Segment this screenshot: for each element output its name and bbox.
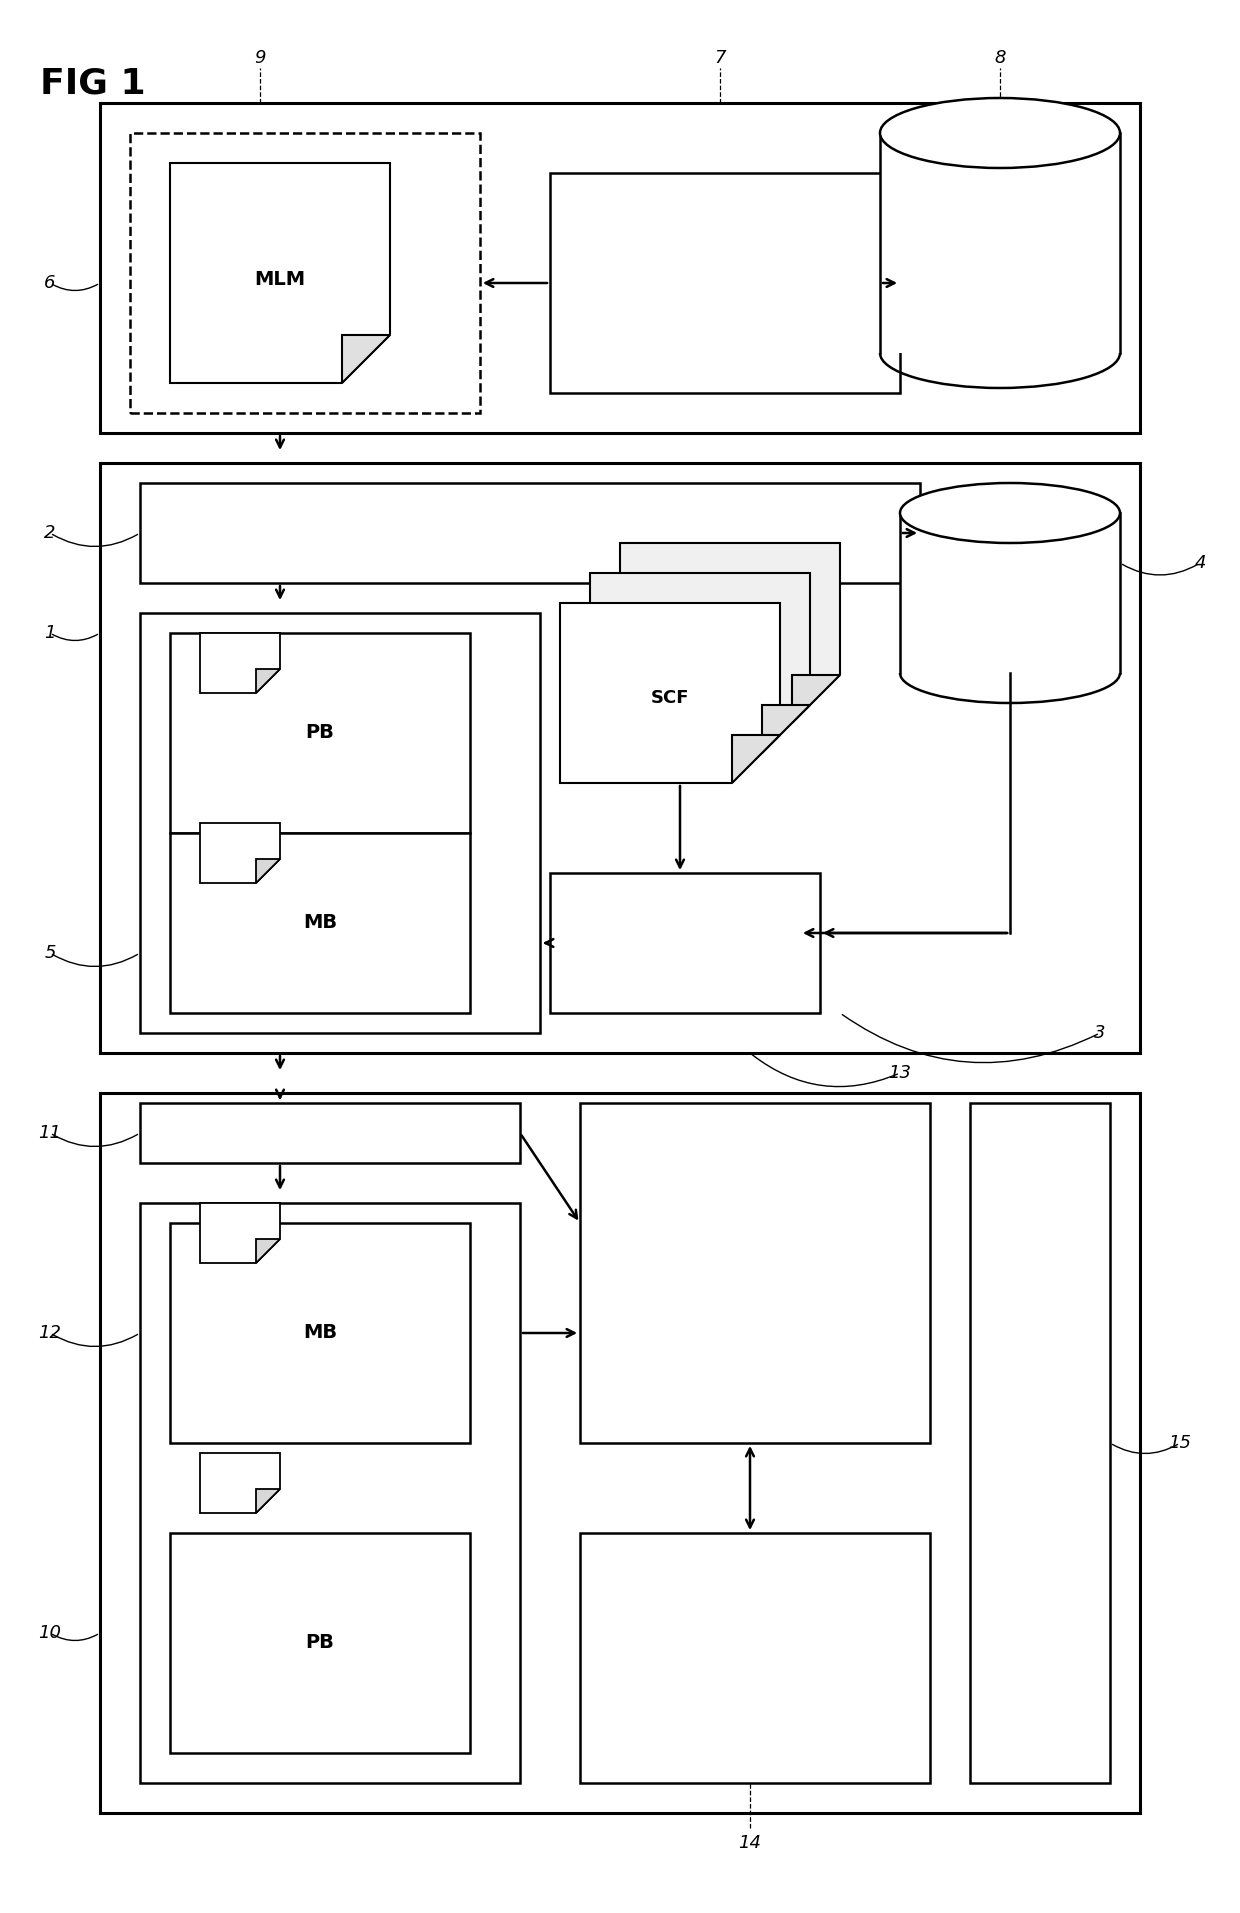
Text: 6: 6: [45, 274, 56, 293]
Polygon shape: [732, 735, 780, 782]
Polygon shape: [620, 543, 839, 723]
Text: 11: 11: [38, 1125, 62, 1142]
Text: 5: 5: [45, 943, 56, 962]
Bar: [170, 633, 470, 832]
Text: PB: PB: [305, 1634, 335, 1653]
Text: FIG 1: FIG 1: [40, 67, 145, 99]
Polygon shape: [791, 675, 839, 723]
Text: PB: PB: [305, 723, 335, 742]
Bar: [170, 832, 470, 1014]
Bar: [100, 463, 1140, 1052]
Text: 9: 9: [254, 50, 265, 67]
Bar: [580, 1532, 930, 1783]
Text: 15: 15: [1168, 1435, 1192, 1452]
Polygon shape: [200, 1454, 280, 1513]
Bar: [140, 612, 539, 1033]
Polygon shape: [560, 603, 780, 782]
Polygon shape: [255, 670, 280, 693]
Bar: [551, 872, 820, 1014]
Polygon shape: [170, 163, 391, 383]
Polygon shape: [341, 335, 391, 383]
Text: 1: 1: [45, 624, 56, 643]
Text: 4: 4: [1194, 555, 1205, 572]
Bar: [170, 1532, 470, 1752]
Polygon shape: [255, 1488, 280, 1513]
Text: MB: MB: [303, 914, 337, 932]
Polygon shape: [200, 823, 280, 884]
Ellipse shape: [900, 482, 1120, 543]
Ellipse shape: [880, 98, 1120, 168]
Text: 2: 2: [45, 524, 56, 541]
Text: 13: 13: [889, 1064, 911, 1083]
Bar: [551, 172, 900, 392]
Bar: [100, 103, 1140, 432]
Polygon shape: [761, 704, 810, 754]
Polygon shape: [255, 1240, 280, 1263]
Polygon shape: [590, 574, 810, 754]
Text: SCF: SCF: [651, 689, 689, 708]
Text: MB: MB: [303, 1324, 337, 1343]
Bar: [900, 513, 1120, 673]
Polygon shape: [255, 859, 280, 884]
Bar: [140, 482, 920, 583]
Bar: [970, 1104, 1110, 1783]
Text: MLM: MLM: [254, 270, 305, 289]
Text: 8: 8: [994, 50, 1006, 67]
Text: 10: 10: [38, 1624, 62, 1641]
Text: 3: 3: [1094, 1023, 1106, 1043]
Bar: [100, 1092, 1140, 1814]
Bar: [170, 1222, 470, 1442]
Bar: [880, 134, 1120, 354]
Bar: [140, 1203, 520, 1783]
Bar: [140, 1104, 520, 1163]
Text: 14: 14: [739, 1835, 761, 1852]
Text: 12: 12: [38, 1324, 62, 1343]
Polygon shape: [200, 633, 280, 693]
Bar: [580, 1104, 930, 1442]
Text: 7: 7: [714, 50, 725, 67]
Bar: [130, 134, 480, 413]
Polygon shape: [200, 1203, 280, 1263]
